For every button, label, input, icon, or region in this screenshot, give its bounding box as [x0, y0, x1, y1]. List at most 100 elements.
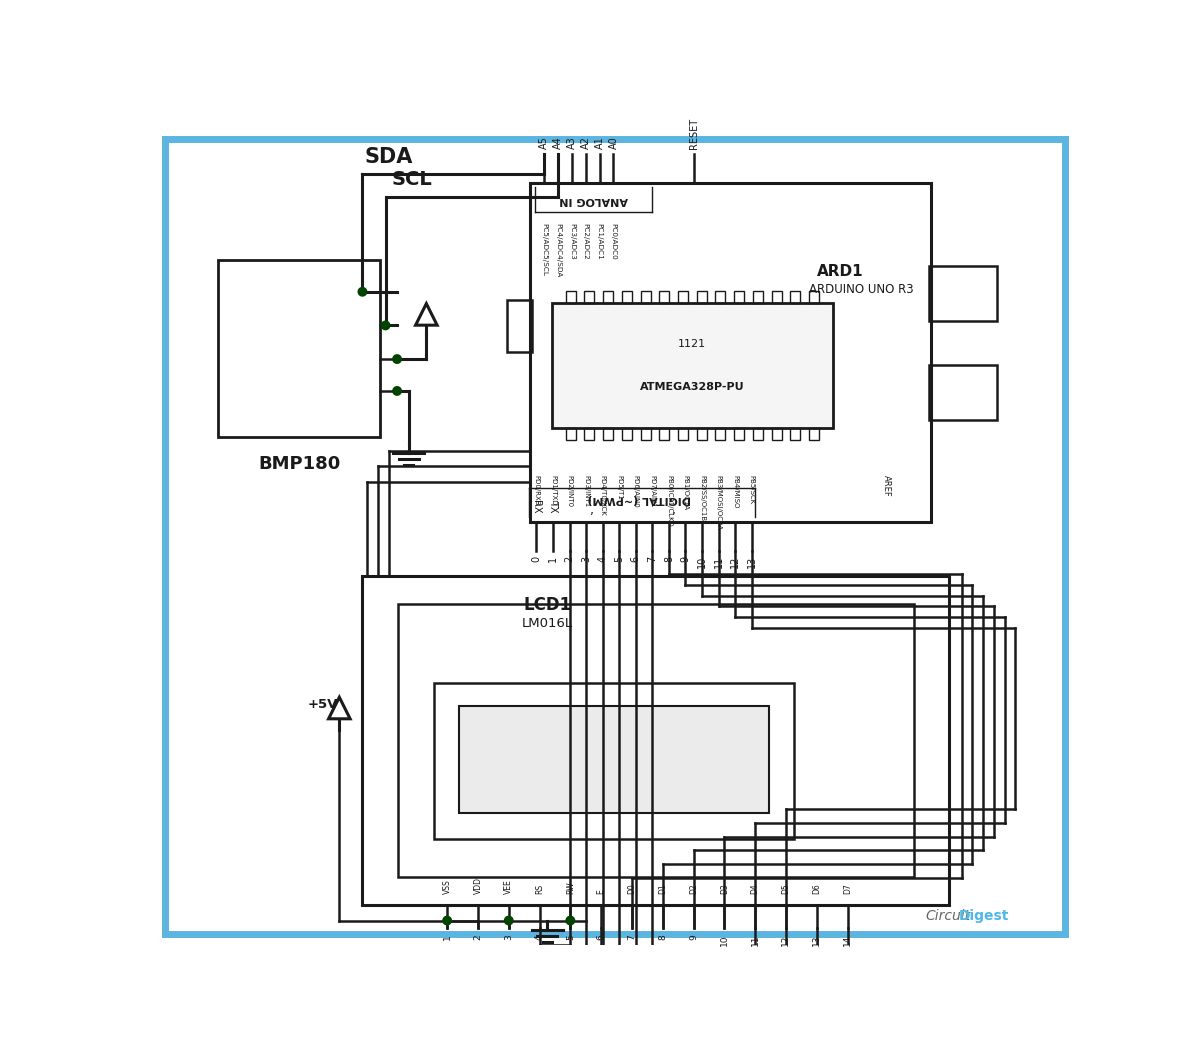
Text: TX: TX	[548, 500, 558, 513]
Text: PC1/ADC1: PC1/ADC1	[596, 223, 602, 260]
Circle shape	[382, 321, 390, 329]
Text: ANALOG IN: ANALOG IN	[559, 194, 628, 205]
Bar	[641, 428, 650, 440]
Text: RX: RX	[532, 499, 541, 513]
Bar	[697, 428, 707, 440]
Text: 7: 7	[647, 555, 658, 562]
Circle shape	[359, 288, 367, 296]
Text: 2: 2	[474, 935, 482, 940]
Text: 4: 4	[598, 555, 607, 562]
Bar	[734, 291, 744, 303]
Bar	[434, 683, 794, 839]
Text: PB3/MOSI/OC2A: PB3/MOSI/OC2A	[715, 476, 721, 531]
Text: RS: RS	[535, 885, 544, 894]
Text: D5: D5	[781, 884, 791, 894]
Bar	[530, 183, 931, 521]
Text: LM016L: LM016L	[522, 617, 572, 630]
Bar	[584, 291, 594, 303]
Text: VDD: VDD	[474, 877, 482, 894]
Text: D7: D7	[844, 884, 852, 894]
Text: PD1/TXD: PD1/TXD	[550, 476, 556, 506]
Text: D1: D1	[659, 884, 667, 894]
Text: PD2/INT0: PD2/INT0	[566, 476, 572, 508]
Text: Circuit: Circuit	[925, 909, 971, 923]
Text: RESET: RESET	[689, 118, 698, 149]
Text: 7: 7	[628, 935, 636, 940]
Bar	[218, 260, 380, 436]
Text: RW: RW	[566, 881, 575, 894]
Text: DIGITAL (~PWM): DIGITAL (~PWM)	[588, 494, 691, 503]
Text: 2: 2	[564, 555, 575, 562]
Text: 5: 5	[614, 555, 624, 562]
Text: 8: 8	[659, 935, 667, 940]
Bar	[604, 428, 613, 440]
Text: PD4/T0/XCK: PD4/T0/XCK	[600, 476, 606, 516]
Bar	[809, 428, 820, 440]
Bar	[584, 428, 594, 440]
Text: 4: 4	[535, 935, 544, 940]
Text: PC5/ADC5/SCL: PC5/ADC5/SCL	[541, 223, 547, 276]
Bar	[460, 706, 769, 812]
Bar	[659, 291, 670, 303]
Text: 8: 8	[664, 555, 674, 562]
Text: ATMEGA328P-PU: ATMEGA328P-PU	[640, 381, 745, 392]
Text: A1: A1	[594, 136, 605, 149]
Circle shape	[504, 917, 512, 925]
Text: ,: ,	[589, 504, 594, 517]
Bar	[552, 303, 833, 428]
Text: D0: D0	[628, 884, 636, 894]
Text: D6: D6	[812, 884, 821, 894]
Text: 14: 14	[844, 935, 852, 946]
Text: PB1/OC1A: PB1/OC1A	[683, 476, 689, 511]
Text: 12: 12	[730, 555, 740, 568]
Bar	[772, 428, 781, 440]
Bar	[659, 428, 670, 440]
Text: E: E	[596, 890, 606, 894]
Text: 9: 9	[689, 935, 698, 940]
Bar	[622, 291, 632, 303]
Text: PB5/SCK: PB5/SCK	[749, 476, 755, 504]
Bar	[752, 428, 763, 440]
Bar	[398, 604, 913, 877]
Bar	[809, 291, 820, 303]
Text: PC4/ADC4/SDA: PC4/ADC4/SDA	[556, 223, 562, 277]
Text: 3: 3	[581, 555, 592, 562]
Text: 0: 0	[532, 555, 541, 562]
Text: PD5/T1: PD5/T1	[617, 476, 623, 500]
Text: A2: A2	[581, 136, 590, 149]
Text: ARD1: ARD1	[817, 264, 863, 279]
Circle shape	[392, 355, 401, 363]
Text: D3: D3	[720, 884, 728, 894]
Bar	[772, 291, 781, 303]
Text: A3: A3	[566, 136, 577, 149]
Bar	[565, 291, 576, 303]
Bar	[752, 291, 763, 303]
Text: VEE: VEE	[504, 879, 514, 894]
Bar	[678, 291, 688, 303]
Text: A5: A5	[539, 136, 550, 149]
Text: 11: 11	[751, 935, 760, 946]
Text: D2: D2	[689, 884, 698, 894]
Bar	[604, 291, 613, 303]
Text: ,: ,	[672, 504, 677, 517]
Bar	[565, 428, 576, 440]
Bar	[791, 291, 800, 303]
Text: AREF: AREF	[882, 476, 890, 497]
Bar	[641, 291, 650, 303]
Text: D4: D4	[751, 884, 760, 894]
Text: 10: 10	[720, 935, 728, 946]
Text: A4: A4	[553, 136, 563, 149]
Text: BMP180: BMP180	[258, 455, 341, 473]
Bar	[622, 428, 632, 440]
Text: 1121: 1121	[678, 339, 707, 349]
Text: +5V: +5V	[307, 699, 337, 712]
Text: 5: 5	[566, 935, 575, 940]
Text: PB4/MISO: PB4/MISO	[732, 476, 738, 509]
Bar	[678, 428, 688, 440]
Text: 13: 13	[812, 935, 821, 946]
Bar	[715, 428, 726, 440]
Text: 1: 1	[443, 935, 451, 940]
Text: 6: 6	[631, 555, 641, 562]
Circle shape	[392, 387, 401, 395]
Text: 13: 13	[746, 555, 757, 568]
